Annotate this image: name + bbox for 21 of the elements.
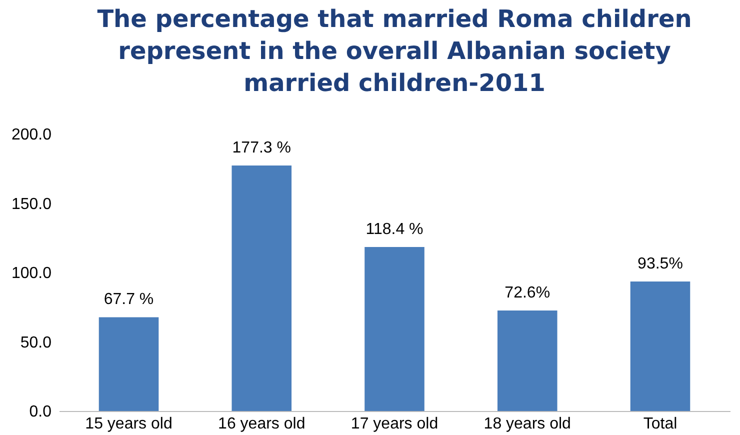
x-tick-label: Total bbox=[643, 416, 678, 432]
y-tick-label: 0.0 bbox=[29, 404, 52, 420]
x-tick-label: 17 years old bbox=[350, 416, 438, 432]
data-label: 93.5% bbox=[638, 256, 683, 273]
y-tick-label: 200.0 bbox=[11, 126, 52, 144]
data-label: 177.3 % bbox=[232, 139, 291, 156]
bar bbox=[232, 165, 292, 411]
chart-title: The percentage that married Roma children represent in the overall Albanian society married children-2011 bbox=[97, 5, 692, 97]
y-tick-label: 50.0 bbox=[20, 334, 52, 352]
data-label: 72.6% bbox=[504, 284, 550, 302]
bar bbox=[630, 282, 690, 411]
data-label: 67.7 % bbox=[104, 291, 154, 308]
bar bbox=[364, 247, 424, 411]
x-tick-label: 18 years old bbox=[484, 416, 571, 432]
bar bbox=[497, 310, 558, 411]
x-tick-label: 16 years old bbox=[218, 416, 306, 432]
x-tick-label: 15 years old bbox=[85, 416, 172, 432]
y-tick-label: 100.0 bbox=[11, 265, 52, 282]
y-tick-label: 150.0 bbox=[11, 196, 52, 213]
data-label: 118.4 % bbox=[366, 221, 424, 238]
bar bbox=[98, 317, 159, 411]
